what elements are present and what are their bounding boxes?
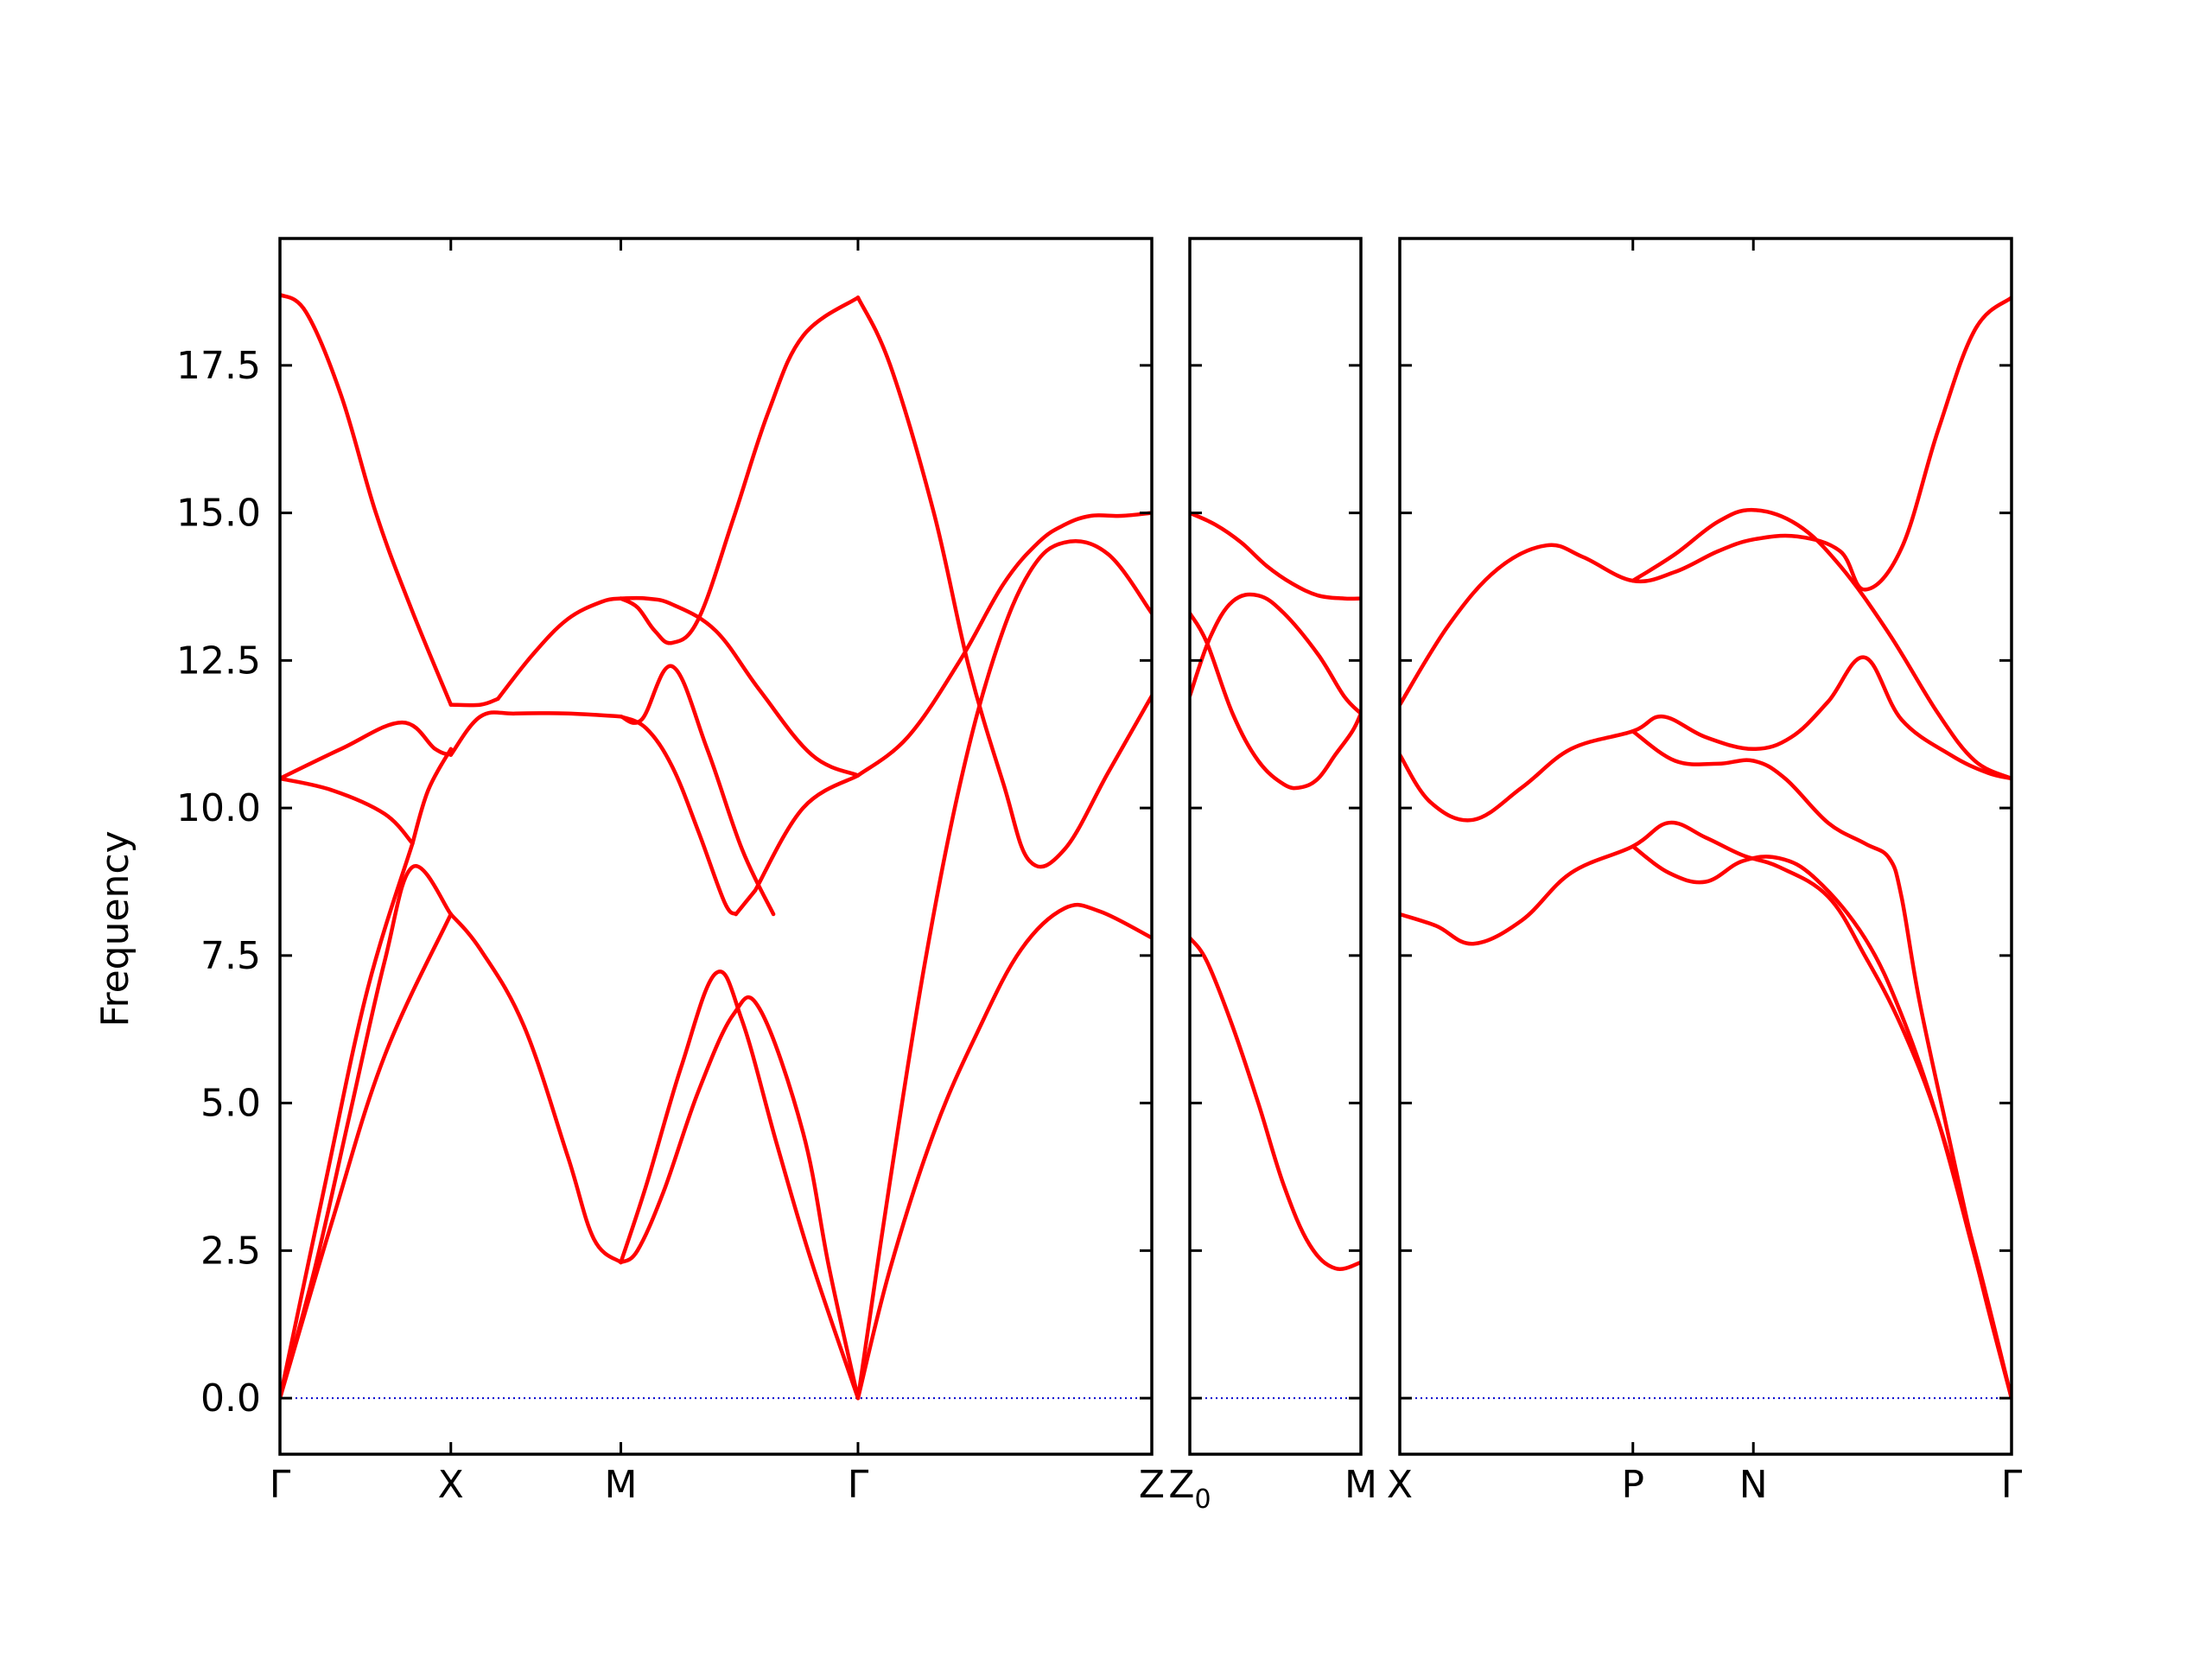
band-line <box>280 776 415 846</box>
panel-1-series <box>280 292 1152 1401</box>
band-line <box>280 912 454 1401</box>
panel-frames <box>278 237 2013 1456</box>
band-line <box>1400 820 2012 1401</box>
panel-3-series <box>1400 296 2012 1401</box>
band-line <box>855 511 1152 778</box>
band-line <box>753 773 861 893</box>
panel-3-frame <box>1398 237 2013 1456</box>
y-tick-label: 0.0 <box>200 1376 261 1421</box>
band-line <box>855 902 1152 1401</box>
band-line <box>1190 936 1361 1271</box>
band-line <box>1630 729 2012 1401</box>
band-line <box>734 888 758 917</box>
x-tick-label: Γ <box>2001 1463 2023 1507</box>
band-line <box>619 595 861 778</box>
y-tick-label: 7.5 <box>200 934 261 978</box>
band-line <box>619 969 861 1401</box>
band-line <box>619 995 861 1401</box>
x-tick-label: N <box>1739 1463 1768 1507</box>
band-line <box>448 696 500 708</box>
band-line <box>619 296 861 645</box>
band-line <box>1190 511 1361 601</box>
band-line <box>280 864 454 1401</box>
band-line <box>1190 592 1361 716</box>
y-tick-label: 10.0 <box>176 786 261 830</box>
band-line <box>619 714 738 917</box>
y-tick-label: 5.0 <box>200 1082 261 1126</box>
band-series <box>280 292 2012 1401</box>
x-tick-label: Γ <box>270 1463 291 1507</box>
panel-2-frame <box>1188 237 1363 1456</box>
panel-2-series <box>1190 511 1361 1271</box>
x-tick-label: X <box>438 1463 464 1507</box>
band-line <box>619 664 776 917</box>
band-line <box>280 292 454 707</box>
band-line <box>280 841 415 1401</box>
x-tick-label: X <box>1387 1463 1413 1507</box>
band-line <box>1630 844 2012 1401</box>
panel-1-frame <box>278 237 1154 1456</box>
x-tick-label: P <box>1621 1463 1644 1507</box>
y-axis-label: Frequency <box>93 830 137 1027</box>
band-line <box>280 720 454 781</box>
band-line <box>496 596 623 701</box>
y-tick-label: 12.5 <box>176 639 261 683</box>
band-line <box>448 912 623 1265</box>
x-tick-label: Γ <box>848 1463 869 1507</box>
x-tick-label: Z0 <box>1168 1463 1211 1515</box>
y-tick-label: 17.5 <box>176 344 261 388</box>
y-tick-label: 15.0 <box>176 492 261 536</box>
band-line <box>855 539 1152 1401</box>
x-tick-label: M <box>1344 1463 1377 1507</box>
band-line <box>1400 296 2012 707</box>
x-tick-label: M <box>605 1463 638 1507</box>
tick-labels: Γ X M Γ Z Z0 M X P N Γ0.02.55.07.510.012.515.017.5 <box>176 344 2023 1515</box>
band-line <box>410 747 454 846</box>
band-line <box>1400 655 2012 823</box>
y-tick-label: 2.5 <box>200 1229 261 1273</box>
band-line <box>855 296 1152 869</box>
band-line <box>1190 611 1361 791</box>
x-tick-label: Z <box>1139 1463 1165 1507</box>
ticks <box>278 238 2013 1454</box>
band-line <box>448 710 623 757</box>
band-line <box>1630 507 2012 781</box>
